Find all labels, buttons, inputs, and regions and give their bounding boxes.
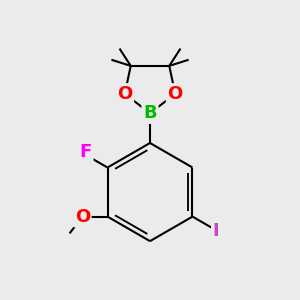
Text: O: O: [75, 208, 90, 226]
Text: B: B: [143, 104, 157, 122]
Text: F: F: [80, 143, 92, 161]
Text: I: I: [213, 222, 219, 240]
Text: O: O: [168, 85, 183, 103]
Text: O: O: [117, 85, 132, 103]
